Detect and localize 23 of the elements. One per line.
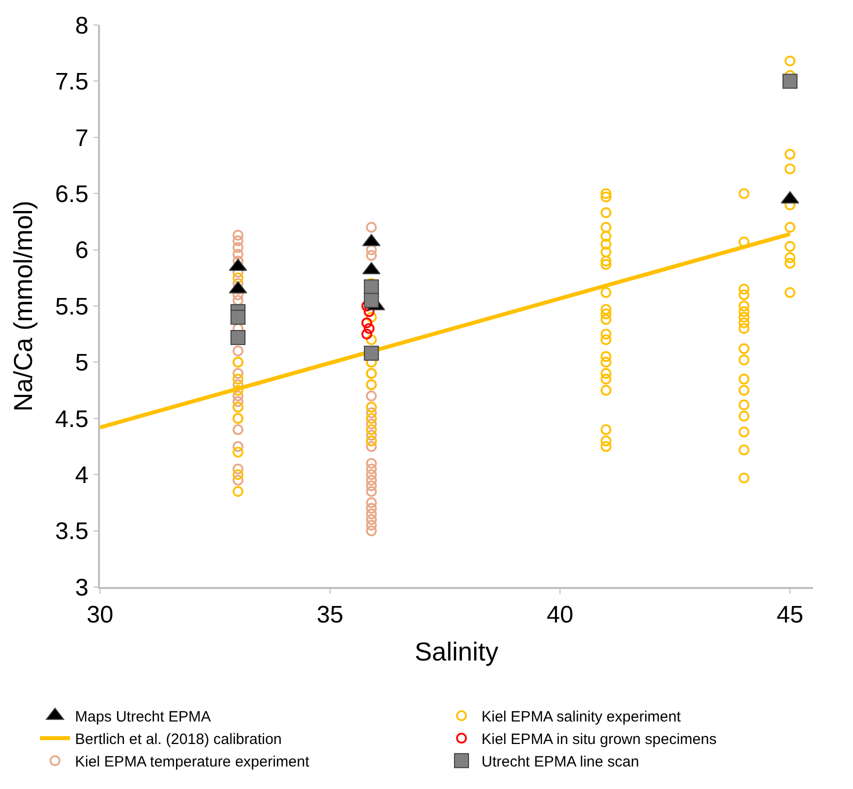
legend-label: Maps Utrecht EPMA bbox=[75, 708, 211, 726]
y-tick-label: 4.5 bbox=[55, 406, 88, 433]
legend-label: Bertlich et al. (2018) calibration bbox=[75, 731, 282, 748]
x-tick-label: 35 bbox=[316, 602, 344, 629]
x-tick-label: 40 bbox=[546, 602, 574, 629]
y-tick-label: 4 bbox=[75, 462, 88, 489]
y-tick-label: 7 bbox=[75, 124, 88, 152]
x-axis-title: Salinity bbox=[414, 636, 498, 667]
x-tick-label: 30 bbox=[86, 602, 114, 629]
y-tick-label: 6.5 bbox=[55, 181, 88, 208]
y-tick-label: 5 bbox=[75, 350, 88, 377]
y-tick-label: 6 bbox=[75, 237, 88, 264]
legend-label: Kiel EPMA in situ grown specimens bbox=[482, 731, 717, 748]
y-tick-label: 7.5 bbox=[55, 68, 88, 96]
y-axis-title: Na/Ca (mmol/mol) bbox=[8, 200, 38, 412]
y-tick-label: 5.5 bbox=[55, 293, 88, 320]
y-tick-label: 3.5 bbox=[55, 518, 88, 546]
x-tick-label: 45 bbox=[776, 602, 804, 629]
legend-label: Kiel EPMA salinity experiment bbox=[482, 708, 682, 726]
legend-label: Utrecht EPMA line scan bbox=[482, 754, 640, 770]
y-tick-label: 8 bbox=[75, 12, 88, 40]
y-tick-label: 3 bbox=[75, 574, 88, 602]
legend-label: Kiel EPMA temperature experiment bbox=[75, 754, 310, 770]
